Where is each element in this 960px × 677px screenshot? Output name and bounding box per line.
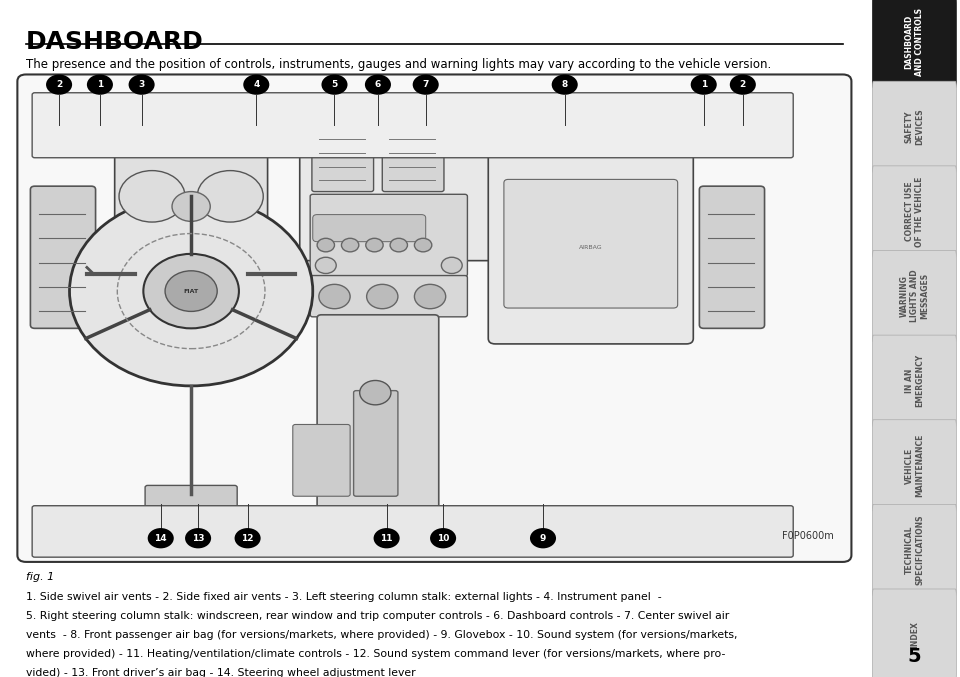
FancyBboxPatch shape: [873, 335, 956, 427]
Circle shape: [243, 74, 270, 95]
Circle shape: [234, 528, 260, 548]
Text: The presence and the position of controls, instruments, gauges and warning light: The presence and the position of control…: [26, 58, 771, 70]
Text: 2: 2: [56, 80, 62, 89]
Text: 14: 14: [155, 533, 167, 543]
Circle shape: [143, 254, 239, 328]
Text: DASHBOARD
AND CONTROLS: DASHBOARD AND CONTROLS: [904, 8, 924, 77]
Circle shape: [316, 257, 336, 274]
FancyBboxPatch shape: [312, 127, 373, 192]
Text: 7: 7: [422, 80, 429, 89]
Circle shape: [197, 171, 263, 222]
FancyBboxPatch shape: [382, 127, 444, 192]
FancyBboxPatch shape: [873, 589, 956, 677]
Text: 3: 3: [138, 80, 145, 89]
Text: VEHICLE
MAINTENANCE: VEHICLE MAINTENANCE: [904, 434, 924, 497]
FancyBboxPatch shape: [114, 127, 268, 256]
Circle shape: [367, 284, 397, 309]
Circle shape: [319, 284, 350, 309]
FancyBboxPatch shape: [873, 166, 956, 257]
Circle shape: [690, 74, 717, 95]
Text: F0P0600m: F0P0600m: [782, 531, 834, 542]
FancyBboxPatch shape: [504, 179, 678, 308]
Circle shape: [430, 528, 456, 548]
Circle shape: [172, 192, 210, 221]
FancyBboxPatch shape: [293, 424, 350, 496]
Text: 5. Right steering column stalk: windscreen, rear window and trip computer contro: 5. Right steering column stalk: windscre…: [26, 611, 730, 621]
Circle shape: [317, 238, 334, 252]
Text: 2: 2: [740, 80, 746, 89]
Circle shape: [165, 271, 217, 311]
Text: DASHBOARD: DASHBOARD: [26, 30, 204, 54]
Text: 11: 11: [380, 533, 393, 543]
FancyBboxPatch shape: [310, 194, 468, 276]
Circle shape: [69, 196, 313, 386]
Text: 5: 5: [907, 647, 922, 666]
FancyBboxPatch shape: [700, 186, 764, 328]
Circle shape: [129, 74, 155, 95]
FancyBboxPatch shape: [317, 315, 439, 511]
Circle shape: [730, 74, 756, 95]
Text: TECHNICAL
SPECIFICATIONS: TECHNICAL SPECIFICATIONS: [904, 515, 924, 586]
Circle shape: [373, 528, 399, 548]
Text: 13: 13: [192, 533, 204, 543]
FancyBboxPatch shape: [353, 391, 397, 496]
Text: vided) - 13. Front driver’s air bag - 14. Steering wheel adjustment lever: vided) - 13. Front driver’s air bag - 14…: [26, 668, 416, 677]
Text: vents  - 8. Front passenger air bag (for versions/markets, where provided) - 9. : vents - 8. Front passenger air bag (for …: [26, 630, 737, 640]
Circle shape: [413, 74, 439, 95]
FancyBboxPatch shape: [873, 250, 956, 342]
Circle shape: [119, 171, 185, 222]
Text: WARNING
LIGHTS AND
MESSAGES: WARNING LIGHTS AND MESSAGES: [900, 270, 929, 322]
FancyBboxPatch shape: [31, 186, 96, 328]
FancyBboxPatch shape: [17, 74, 852, 562]
Circle shape: [322, 74, 348, 95]
Circle shape: [530, 528, 556, 548]
FancyBboxPatch shape: [32, 93, 793, 158]
FancyBboxPatch shape: [310, 276, 468, 317]
Circle shape: [442, 257, 462, 274]
Text: 1: 1: [701, 80, 707, 89]
Circle shape: [415, 284, 445, 309]
FancyBboxPatch shape: [313, 215, 425, 242]
FancyBboxPatch shape: [300, 105, 526, 261]
Text: IN AN
EMERGENCY: IN AN EMERGENCY: [904, 354, 924, 408]
FancyBboxPatch shape: [489, 150, 693, 344]
Text: 12: 12: [241, 533, 253, 543]
FancyBboxPatch shape: [32, 506, 793, 557]
Text: fig. 1: fig. 1: [26, 572, 55, 582]
FancyBboxPatch shape: [145, 485, 237, 530]
Circle shape: [342, 238, 359, 252]
Circle shape: [552, 74, 578, 95]
Text: 10: 10: [437, 533, 449, 543]
Text: 1. Side swivel air vents - 2. Side fixed air vents - 3. Left steering column sta: 1. Side swivel air vents - 2. Side fixed…: [26, 592, 661, 603]
FancyBboxPatch shape: [873, 81, 956, 173]
FancyBboxPatch shape: [873, 420, 956, 511]
Text: 5: 5: [331, 80, 338, 89]
Circle shape: [86, 74, 113, 95]
Text: 9: 9: [540, 533, 546, 543]
Text: FIAT: FIAT: [183, 288, 199, 294]
Circle shape: [390, 238, 407, 252]
Text: CORRECT USE
OF THE VEHICLE: CORRECT USE OF THE VEHICLE: [904, 177, 924, 246]
Circle shape: [46, 74, 72, 95]
Circle shape: [360, 380, 391, 405]
FancyBboxPatch shape: [873, 504, 956, 596]
Circle shape: [366, 238, 383, 252]
Text: SAFETY
DEVICES: SAFETY DEVICES: [904, 108, 924, 146]
Text: where provided) - 11. Heating/ventilation/climate controls - 12. Sound system co: where provided) - 11. Heating/ventilatio…: [26, 649, 726, 659]
Text: 8: 8: [562, 80, 568, 89]
Text: 1: 1: [97, 80, 103, 89]
Circle shape: [415, 238, 432, 252]
Circle shape: [148, 528, 174, 548]
Text: AIRBAG: AIRBAG: [579, 244, 603, 250]
FancyBboxPatch shape: [873, 0, 956, 88]
Circle shape: [185, 528, 211, 548]
Text: 6: 6: [374, 80, 381, 89]
Circle shape: [365, 74, 391, 95]
Text: 4: 4: [253, 80, 259, 89]
Text: INDEX: INDEX: [910, 621, 919, 648]
